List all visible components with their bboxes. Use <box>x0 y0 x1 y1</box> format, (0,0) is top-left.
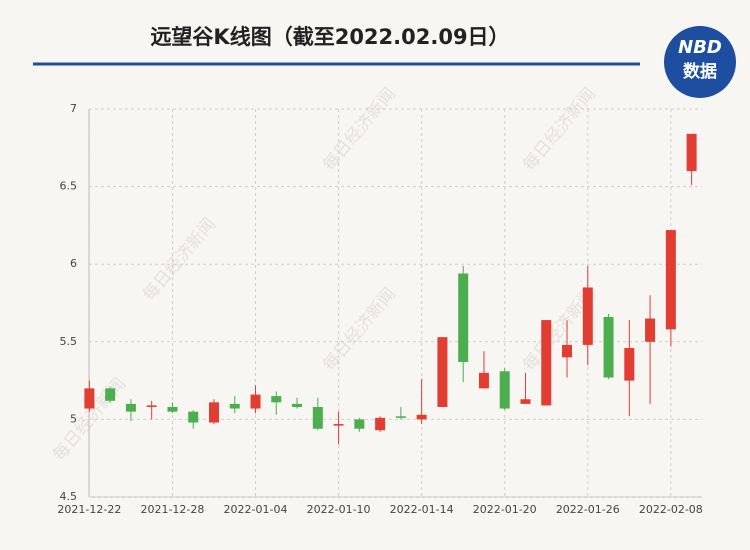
y-tick-label: 6 <box>70 257 77 270</box>
y-tick-label: 7 <box>70 102 77 115</box>
y-tick-label: 4.5 <box>60 490 78 503</box>
candle-body <box>333 424 344 426</box>
candle-body <box>645 318 656 342</box>
candle-body <box>354 419 365 429</box>
candle-body <box>562 344 573 358</box>
candle-body <box>292 403 303 407</box>
watermark: 每日经济新闻 <box>139 214 220 305</box>
candle-body <box>686 133 697 172</box>
candle-body <box>478 372 489 389</box>
candle-body <box>437 337 448 407</box>
candle-body <box>271 396 282 403</box>
candle-body <box>208 402 219 423</box>
x-tick-label: 2022-01-04 <box>224 503 288 516</box>
candle-body <box>665 230 676 330</box>
x-tick-label: 2022-01-26 <box>556 503 620 516</box>
candle-body <box>520 399 531 404</box>
candle-body <box>499 371 510 409</box>
candle-body <box>458 273 469 362</box>
candle-body <box>105 388 116 401</box>
watermark: 每日经济新闻 <box>319 84 400 175</box>
candle-body <box>395 416 406 418</box>
candle-body <box>624 348 635 381</box>
x-tick-label: 2022-02-08 <box>639 503 703 516</box>
y-tick-label: 5 <box>70 412 77 425</box>
candle-body <box>312 406 323 429</box>
x-tick-label: 2021-12-22 <box>57 503 121 516</box>
candle-body <box>84 388 95 409</box>
x-tick-label: 2022-01-10 <box>307 503 371 516</box>
candle-body <box>603 316 614 378</box>
candle-body <box>582 287 593 345</box>
candle-body <box>541 320 552 406</box>
watermark: 每日经济新闻 <box>319 284 400 375</box>
y-tick-label: 6.5 <box>60 180 78 193</box>
logo-text: NBD <box>678 37 722 58</box>
candle-body <box>167 406 178 412</box>
x-tick-label: 2021-12-28 <box>140 503 204 516</box>
logo <box>664 26 736 98</box>
x-tick-label: 2022-01-20 <box>473 503 537 516</box>
candle-body <box>375 417 386 431</box>
y-tick-label: 5.5 <box>60 335 78 348</box>
x-tick-label: 2022-01-14 <box>390 503 454 516</box>
candle-body <box>125 403 136 412</box>
candle-body <box>229 403 240 409</box>
logo-text: 数据 <box>683 61 717 82</box>
candle-body <box>416 414 427 420</box>
chart-title: 远望谷K线图（截至2022.02.09日） <box>150 25 509 49</box>
candle-body <box>146 405 157 407</box>
candle-body <box>188 411 199 423</box>
candle-body <box>250 394 261 409</box>
